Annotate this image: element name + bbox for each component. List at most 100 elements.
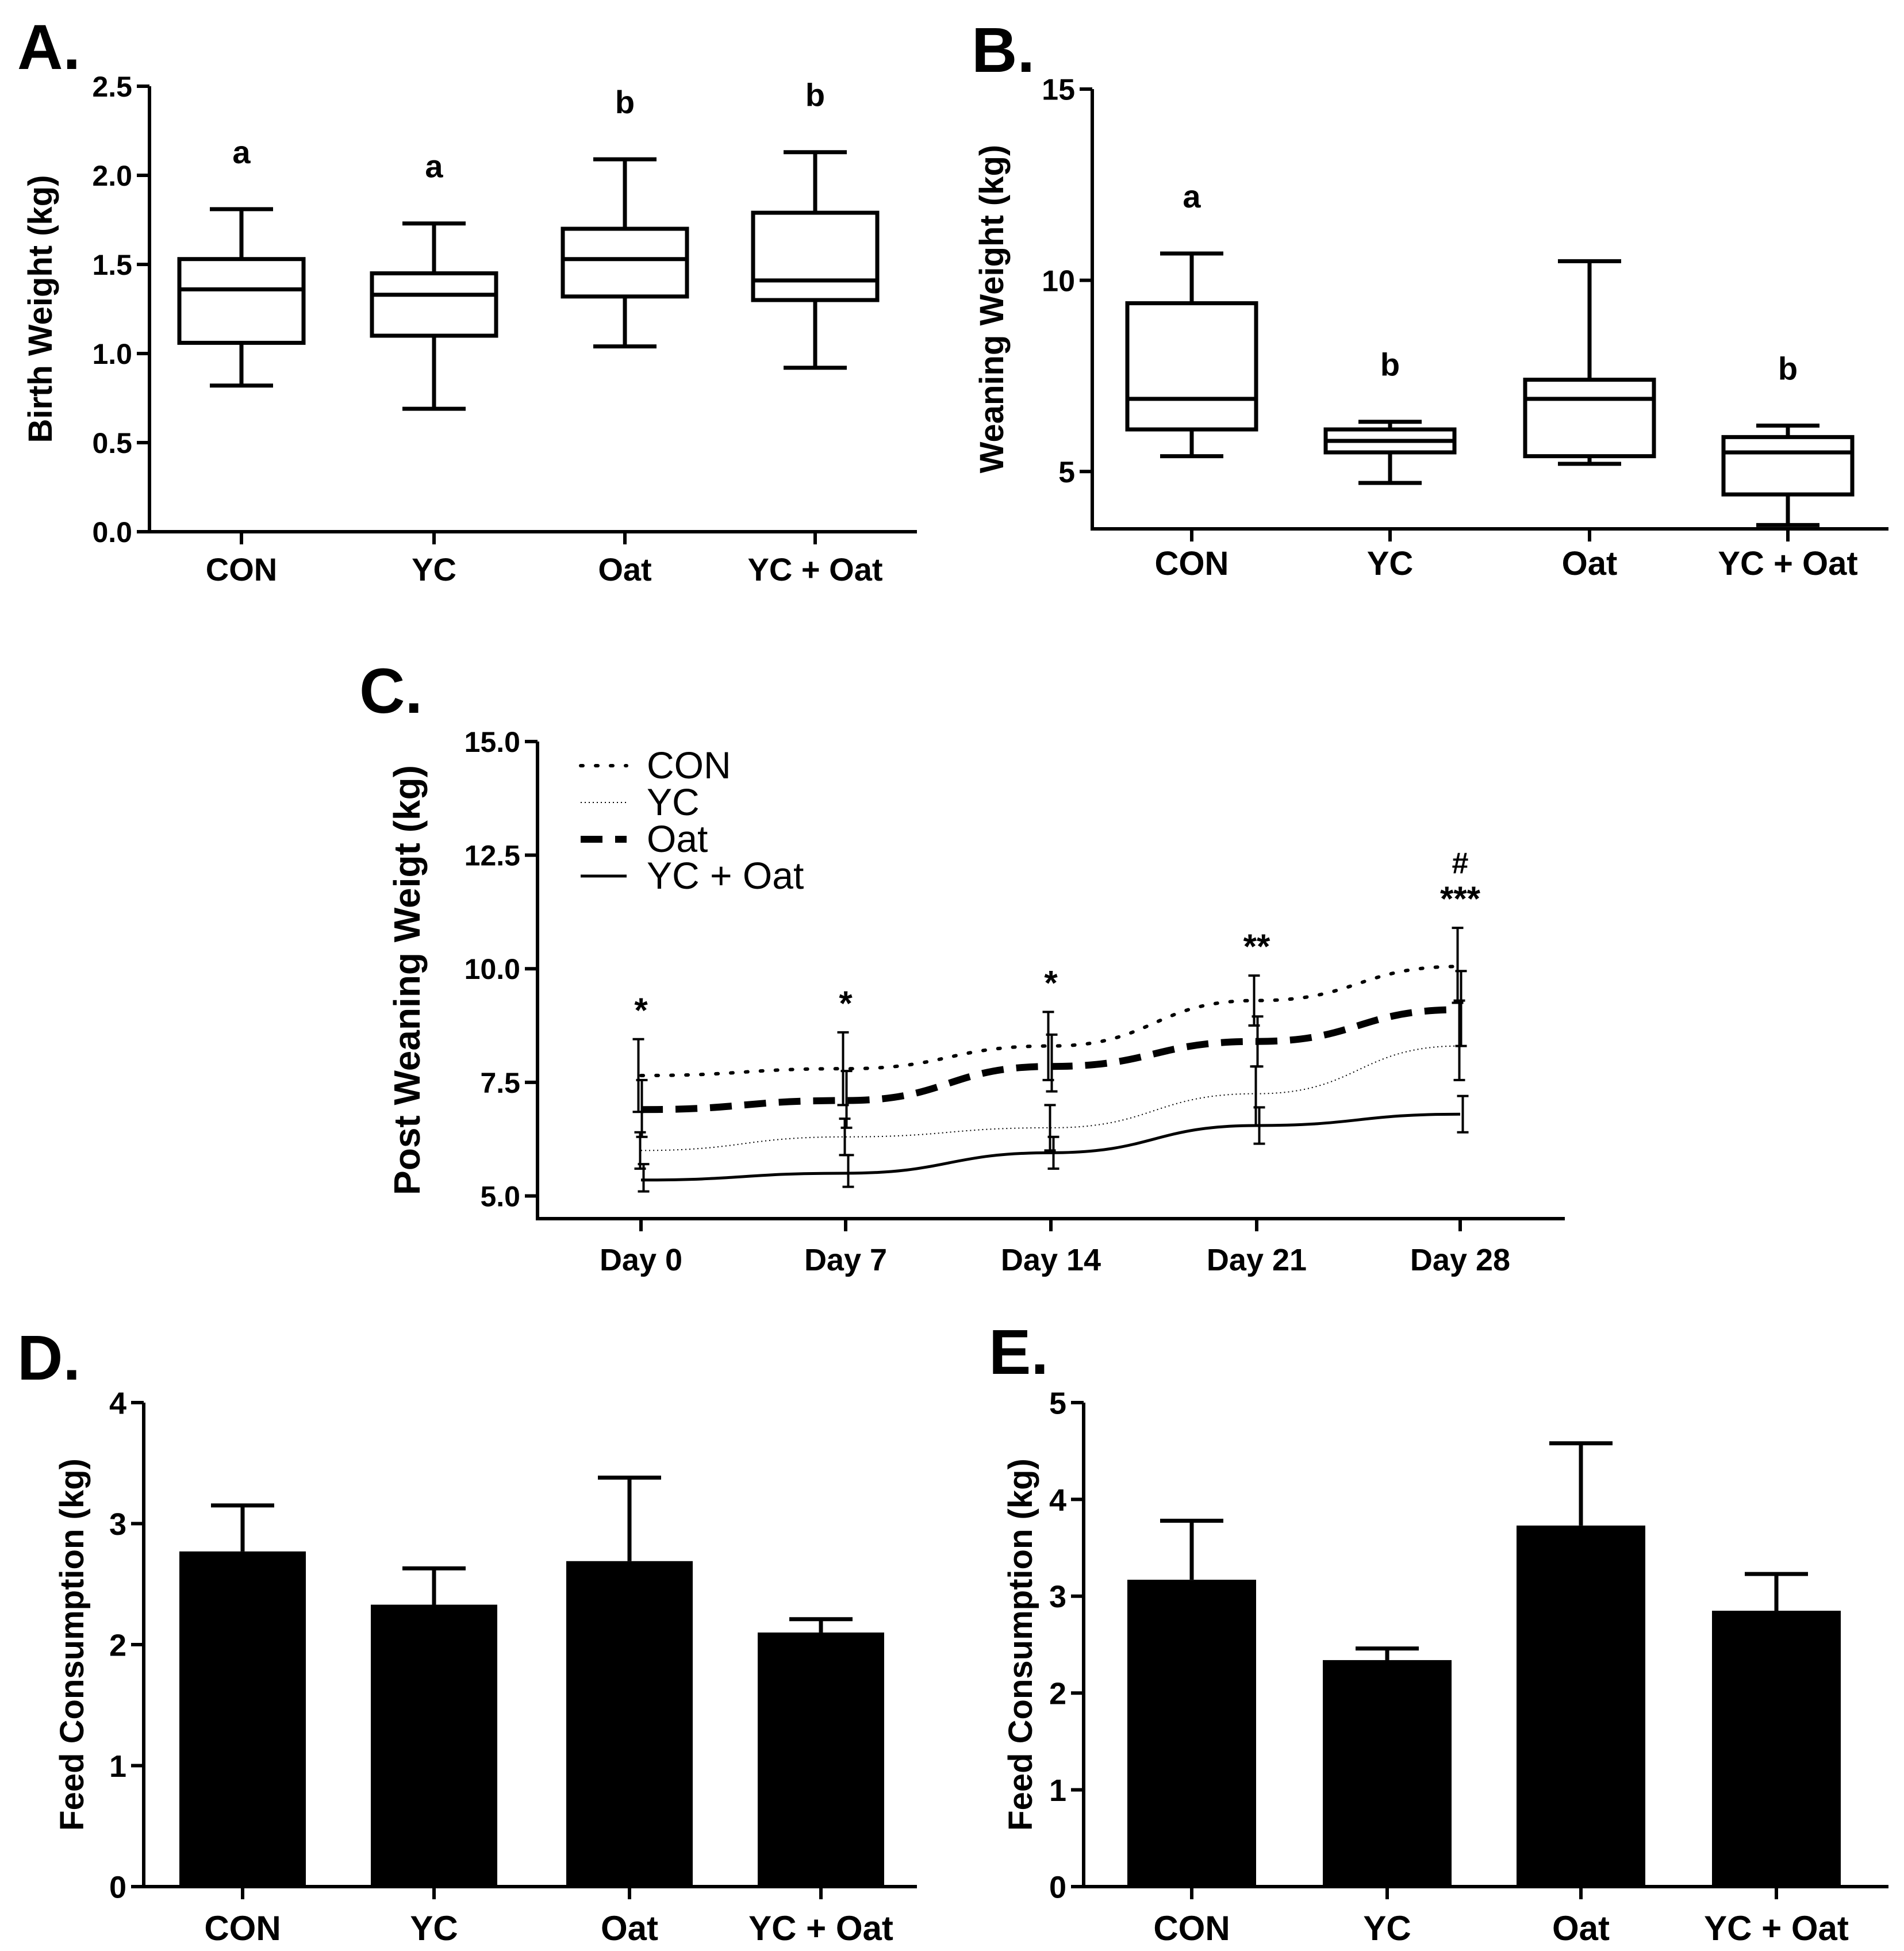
significance-marker: *** [1440,880,1481,918]
series-line-2 [640,1006,1461,1113]
y-tick-label: 15.0 [465,726,520,758]
box-3: b [751,77,880,370]
y-tick-label: 2 [109,1628,126,1662]
x-tick-label: Oat [601,1909,658,1948]
x-tick-label: YC + Oat [1718,545,1857,582]
legend-label: YC [647,781,700,823]
y-tick-label: 5 [1058,456,1075,489]
panel-0: A. 0.0 0.5 1.0 1.5 2.0 2.5 Birth Weight (kg) CON… [17,12,917,587]
x-tick-label: Day 7 [804,1243,887,1277]
box-3: b [1721,350,1855,527]
y-tick-label: 4 [1049,1483,1066,1518]
y-tick-label: 3 [109,1507,126,1542]
x-tick-label: YC + Oat [748,1909,893,1948]
box-0: a [1125,178,1258,459]
significance-letter: a [1183,178,1201,214]
box-rect [1125,301,1258,432]
panel-label: A. [17,12,80,83]
legend-label: YC + Oat [647,854,804,897]
y-tick-label: 1.5 [92,249,132,281]
x-tick-label: YC + Oat [748,551,883,587]
bar [758,1632,884,1887]
panel-3: D. 0 1 2 3 4 Feed Consumption (kg) CON YC Oat YC +… [17,1323,917,1948]
bar [1517,1525,1645,1887]
y-tick-label: 5.0 [480,1180,520,1212]
significance-letter: b [1778,350,1798,386]
box-rect [561,226,689,299]
x-tick-label: YC + Oat [1704,1909,1849,1948]
y-axis-label: Weaning Weight (kg) [973,145,1011,473]
box-rect [370,271,498,338]
panel-label: C. [359,656,423,727]
x-tick-label: CON [206,551,277,587]
x-tick-label: Day 0 [600,1243,682,1277]
y-tick-label: 10.0 [465,953,520,985]
y-tick-label: 1 [109,1749,126,1784]
y-tick-label: 7.5 [480,1067,520,1099]
y-tick-label: 2.0 [92,160,132,192]
box-rect [1523,378,1656,459]
y-tick-label: 4 [109,1386,126,1420]
significance-marker: * [839,984,853,1023]
significance-marker: * [1044,963,1058,1002]
legend-label: Oat [647,817,708,860]
significance-letter: b [615,84,635,120]
box-1: b [1323,347,1457,485]
significance-marker-hash: # [1452,847,1469,880]
bar [1127,1580,1256,1887]
y-tick-label: 1.0 [92,338,132,370]
y-tick-label: 0 [1049,1870,1066,1904]
panel-label: D. [17,1323,80,1393]
y-tick-label: 0.5 [92,427,132,459]
panel-label: E. [989,1317,1049,1388]
series-line-1 [640,1045,1461,1151]
y-tick-label: 0 [109,1870,126,1904]
x-tick-label: YC [1363,1909,1411,1948]
box-2 [1523,259,1656,466]
panel-4: E. 0 1 2 3 4 5 Feed Consumption (kg) CON YC Oat YC … [989,1317,1888,1948]
x-tick-label: YC [410,1909,458,1948]
box-rect [1721,435,1855,497]
y-tick-label: 5 [1049,1386,1066,1420]
x-tick-label: CON [1155,545,1229,582]
x-tick-label: Oat [1552,1909,1610,1948]
bar [371,1604,497,1887]
y-tick-label: 3 [1049,1580,1066,1614]
y-tick-label: 2 [1049,1677,1066,1711]
box-2: b [561,84,689,349]
significance-letter: b [805,77,825,113]
bar [1323,1660,1452,1887]
bar [179,1551,306,1887]
box-1: a [370,148,498,411]
box-rect [751,210,880,302]
x-tick-label: CON [1153,1909,1230,1948]
significance-marker: * [634,991,648,1030]
x-tick-label: YC [412,551,456,587]
legend-label: CON [647,744,731,786]
significance-letter: a [232,134,251,170]
significance-letter: a [425,148,443,185]
y-tick-label: 2.5 [92,71,132,103]
bar [566,1561,693,1887]
box-rect [177,257,306,345]
x-tick-label: YC [1367,545,1414,582]
panel-1: B. 5 10 15 Weaning Weight (kg) CON YC Oat YC + O… [972,15,1888,582]
significance-marker: ** [1243,927,1270,966]
box-0: a [177,134,306,388]
y-tick-label: 15 [1042,74,1075,107]
y-axis-label: Feed Consumption (kg) [53,1458,91,1831]
y-tick-label: 10 [1042,264,1075,298]
panel-label: B. [972,15,1035,86]
y-axis-label: Birth Weight (kg) [22,175,59,443]
significance-letter: b [1380,347,1400,383]
series-line-3 [640,1112,1461,1182]
x-tick-label: CON [204,1909,281,1948]
series-line-0 [639,965,1462,1077]
panel-2: C. 5.0 7.5 10.0 12.5 15.0 Post Weaning Weigt (… [359,656,1565,1277]
x-tick-label: Day 14 [1001,1243,1101,1277]
y-tick-label: 0.0 [92,516,132,548]
x-tick-label: Oat [598,551,651,587]
x-tick-label: Oat [1562,545,1618,582]
x-tick-label: Day 28 [1410,1243,1510,1277]
